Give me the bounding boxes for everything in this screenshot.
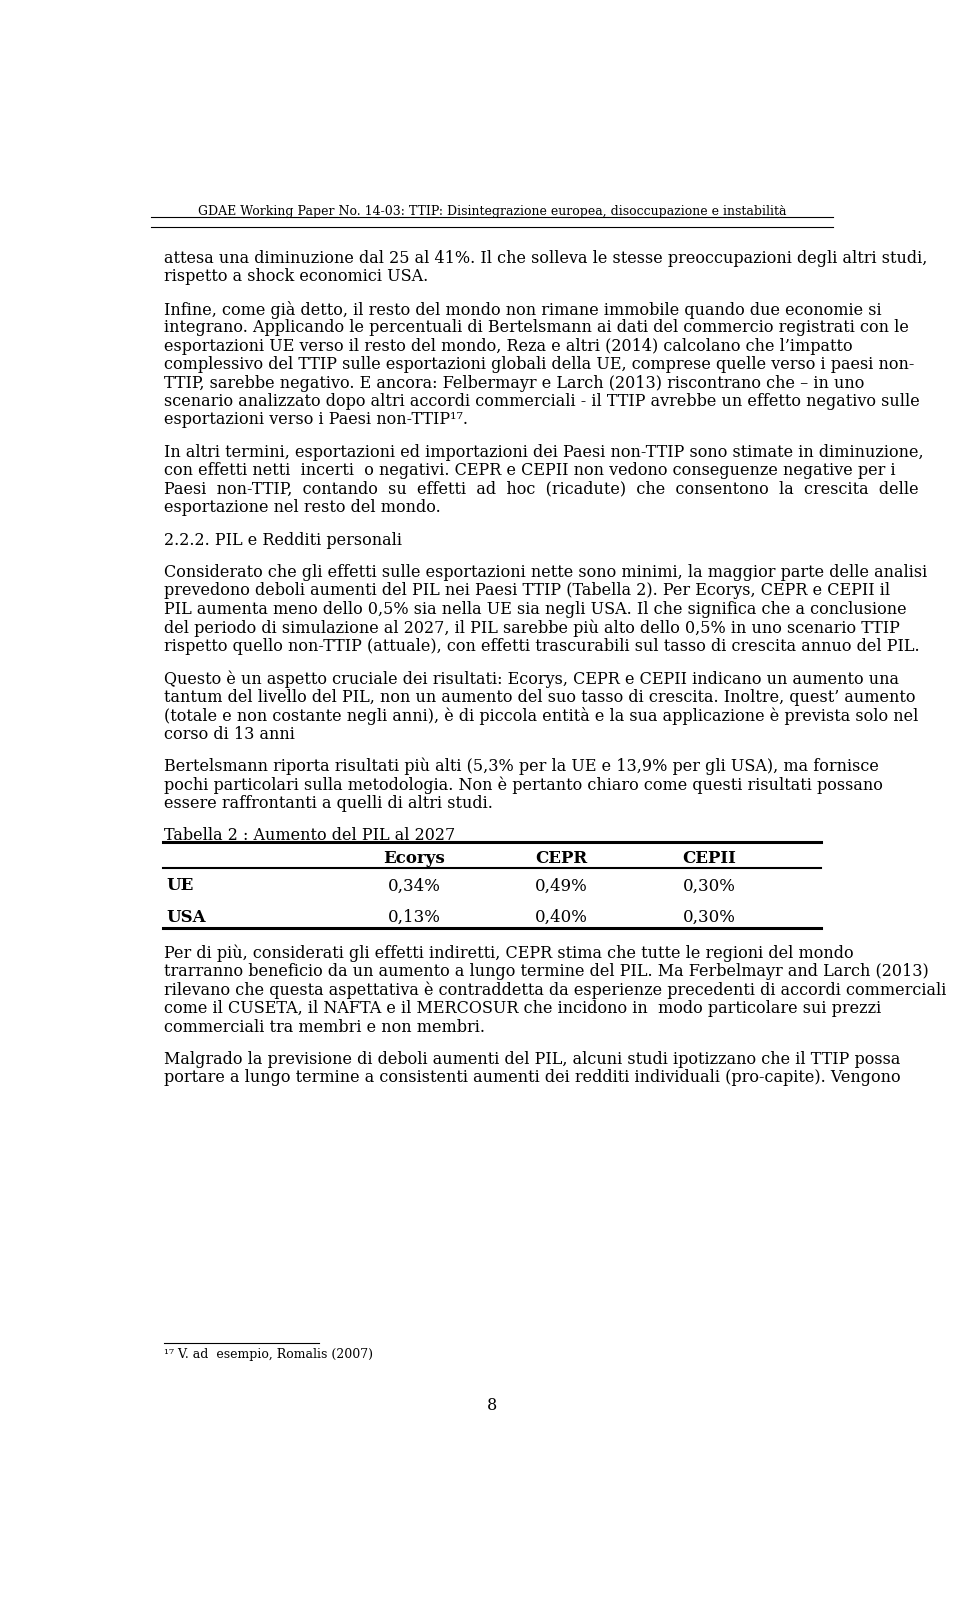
- Text: CEPII: CEPII: [682, 850, 736, 866]
- Text: tantum del livello del PIL, non un aumento del suo tasso di crescita. Inoltre, q: tantum del livello del PIL, non un aumen…: [164, 689, 916, 705]
- Text: esportazioni verso i Paesi non-TTIP¹⁷.: esportazioni verso i Paesi non-TTIP¹⁷.: [164, 411, 468, 429]
- Text: 2.2.2. PIL e Redditi personali: 2.2.2. PIL e Redditi personali: [164, 532, 402, 548]
- Text: UE: UE: [166, 877, 194, 895]
- Text: esportazioni UE verso il resto del mondo, Reza e altri (2014) calcolano che l’im: esportazioni UE verso il resto del mondo…: [164, 337, 852, 355]
- Text: corso di 13 anni: corso di 13 anni: [164, 726, 295, 742]
- Text: GDAE Working Paper No. 14-03: TTIP: Disintegrazione europea, disoccupazione e in: GDAE Working Paper No. 14-03: TTIP: Disi…: [198, 205, 786, 218]
- Text: scenario analizzato dopo altri accordi commerciali - il TTIP avrebbe un effetto : scenario analizzato dopo altri accordi c…: [164, 394, 920, 410]
- Text: integrano. Applicando le percentuali di Bertelsmann ai dati del commercio regist: integrano. Applicando le percentuali di …: [164, 319, 909, 336]
- Text: PIL aumenta meno dello 0,5% sia nella UE sia negli USA. Il che significa che a c: PIL aumenta meno dello 0,5% sia nella UE…: [164, 602, 907, 618]
- Text: ¹⁷ V. ad  esempio, Romalis (2007): ¹⁷ V. ad esempio, Romalis (2007): [164, 1348, 373, 1361]
- Text: TTIP, sarebbe negativo. E ancora: Felbermayr e Larch (2013) riscontrano che – in: TTIP, sarebbe negativo. E ancora: Felber…: [164, 374, 865, 392]
- Text: con effetti netti  incerti  o negativi. CEPR e CEPII non vedono conseguenze nega: con effetti netti incerti o negativi. CE…: [164, 463, 896, 479]
- Text: (totale e non costante negli anni), è di piccola entità e la sua applicazione è : (totale e non costante negli anni), è di…: [164, 706, 919, 726]
- Text: complessivo del TTIP sulle esportazioni globali della UE, comprese quelle verso : complessivo del TTIP sulle esportazioni …: [164, 356, 915, 373]
- Text: 8: 8: [487, 1397, 497, 1415]
- Text: Paesi  non-TTIP,  contando  su  effetti  ad  hoc  (ricadute)  che  consentono  l: Paesi non-TTIP, contando su effetti ad h…: [164, 481, 919, 498]
- Text: del periodo di simulazione al 2027, il PIL sarebbe più alto dello 0,5% in uno sc: del periodo di simulazione al 2027, il P…: [164, 619, 900, 637]
- Text: pochi particolari sulla metodologia. Non è pertanto chiaro come questi risultati: pochi particolari sulla metodologia. Non…: [164, 776, 883, 794]
- Text: essere raffrontanti a quelli di altri studi.: essere raffrontanti a quelli di altri st…: [164, 795, 493, 811]
- Text: Infine, come già detto, il resto del mondo non rimane immobile quando due econom: Infine, come già detto, il resto del mon…: [164, 300, 882, 319]
- Text: Bertelsmann riporta risultati più alti (5,3% per la UE e 13,9% per gli USA), ma : Bertelsmann riporta risultati più alti (…: [164, 758, 879, 776]
- Text: portare a lungo termine a consistenti aumenti dei redditi individuali (pro-capit: portare a lungo termine a consistenti au…: [164, 1069, 900, 1087]
- Text: attesa una diminuzione dal 25 al 41%. Il che solleva le stesse preoccupazioni de: attesa una diminuzione dal 25 al 41%. Il…: [164, 250, 927, 266]
- Text: CEPR: CEPR: [536, 850, 588, 866]
- Text: 0,13%: 0,13%: [388, 908, 441, 926]
- Text: In altri termini, esportazioni ed importazioni dei Paesi non-TTIP sono stimate i: In altri termini, esportazioni ed import…: [164, 444, 924, 461]
- Text: rilevano che questa aspettativa è contraddetta da esperienze precedenti di accor: rilevano che questa aspettativa è contra…: [164, 982, 947, 998]
- Text: prevedono deboli aumenti del PIL nei Paesi TTIP (Tabella 2). Per Ecorys, CEPR e : prevedono deboli aumenti del PIL nei Pae…: [164, 582, 890, 600]
- Text: USA: USA: [166, 908, 206, 926]
- Text: Per di più, considerati gli effetti indiretti, CEPR stima che tutte le regioni d: Per di più, considerati gli effetti indi…: [164, 945, 853, 961]
- Text: Tabella 2 : Aumento del PIL al 2027: Tabella 2 : Aumento del PIL al 2027: [164, 827, 455, 844]
- Text: Questo è un aspetto cruciale dei risultati: Ecorys, CEPR e CEPII indicano un aum: Questo è un aspetto cruciale dei risulta…: [164, 669, 900, 687]
- Text: come il CUSETA, il NAFTA e il MERCOSUR che incidono in  modo particolare sui pre: come il CUSETA, il NAFTA e il MERCOSUR c…: [164, 1000, 881, 1018]
- Text: 0,40%: 0,40%: [536, 908, 588, 926]
- Text: rispetto a shock economici USA.: rispetto a shock economici USA.: [164, 268, 428, 286]
- Text: Ecorys: Ecorys: [384, 850, 445, 866]
- Text: trarranno beneficio da un aumento a lungo termine del PIL. Ma Ferbelmayr and Lar: trarranno beneficio da un aumento a lung…: [164, 963, 929, 981]
- Text: commerciali tra membri e non membri.: commerciali tra membri e non membri.: [164, 1018, 485, 1036]
- Text: 0,30%: 0,30%: [683, 877, 735, 895]
- Text: 0,34%: 0,34%: [388, 877, 441, 895]
- Text: 0,49%: 0,49%: [536, 877, 588, 895]
- Text: Malgrado la previsione di deboli aumenti del PIL, alcuni studi ipotizzano che il: Malgrado la previsione di deboli aumenti…: [164, 1052, 900, 1068]
- Text: 0,30%: 0,30%: [683, 908, 735, 926]
- Text: rispetto quello non-TTIP (attuale), con effetti trascurabili sul tasso di cresci: rispetto quello non-TTIP (attuale), con …: [164, 637, 920, 655]
- Text: Considerato che gli effetti sulle esportazioni nette sono minimi, la maggior par: Considerato che gli effetti sulle esport…: [164, 565, 927, 581]
- Text: esportazione nel resto del mondo.: esportazione nel resto del mondo.: [164, 500, 441, 516]
